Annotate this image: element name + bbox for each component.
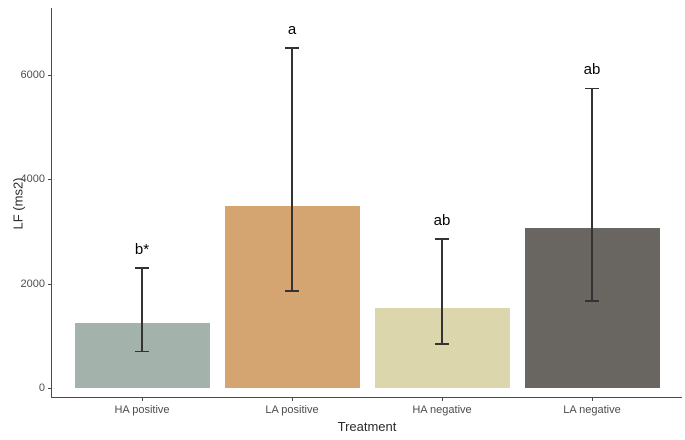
x-axis-title: Treatment: [337, 419, 397, 434]
error-bar-ha-negative: [441, 239, 443, 345]
plot-panel: b* a ab ab: [52, 8, 682, 397]
sig-letter-la-positive: a: [287, 20, 297, 38]
sig-letter-ha-negative: ab: [433, 211, 451, 229]
error-bar-la-positive: [291, 48, 293, 292]
error-bar-ha-positive: [141, 268, 143, 353]
y-tick-label: 0: [38, 382, 45, 394]
error-bar-la-negative: [591, 89, 593, 302]
y-tick-mark: [48, 75, 52, 76]
error-cap-top-ha-positive: [135, 267, 149, 269]
x-tick-mark: [292, 398, 293, 401]
error-cap-top-ha-negative: [435, 238, 449, 240]
y-axis-line: [51, 8, 52, 398]
x-tick-label-ha-negative: HA negative: [412, 404, 472, 416]
error-cap-top-la-positive: [285, 47, 299, 49]
y-tick-mark: [48, 283, 52, 285]
error-cap-bottom-la-negative: [585, 300, 599, 302]
y-tick-label: 4000: [20, 173, 45, 186]
x-tick-mark: [442, 398, 443, 401]
y-tick-mark: [48, 179, 52, 181]
x-tick-mark: [142, 398, 143, 401]
error-cap-bottom-ha-positive: [135, 350, 149, 353]
error-cap-bottom-ha-negative: [435, 343, 449, 345]
error-cap-bottom-la-positive: [285, 290, 299, 292]
sig-letter-la-negative: ab: [583, 61, 601, 79]
sig-letter-ha-positive: b*: [134, 240, 150, 258]
y-tick-mark: [48, 388, 52, 389]
y-tick-label: 2000: [20, 277, 45, 290]
y-axis-title: LF (ms2): [10, 177, 26, 230]
x-axis-line: [51, 397, 682, 398]
x-tick-mark: [592, 398, 593, 401]
x-tick-label-ha-positive: HA positive: [114, 404, 170, 416]
x-tick-label-la-negative: LA negative: [563, 404, 621, 416]
error-cap-top-la-negative: [585, 87, 599, 90]
x-tick-label-la-positive: LA positive: [265, 404, 319, 416]
y-tick-label: 6000: [20, 69, 45, 81]
